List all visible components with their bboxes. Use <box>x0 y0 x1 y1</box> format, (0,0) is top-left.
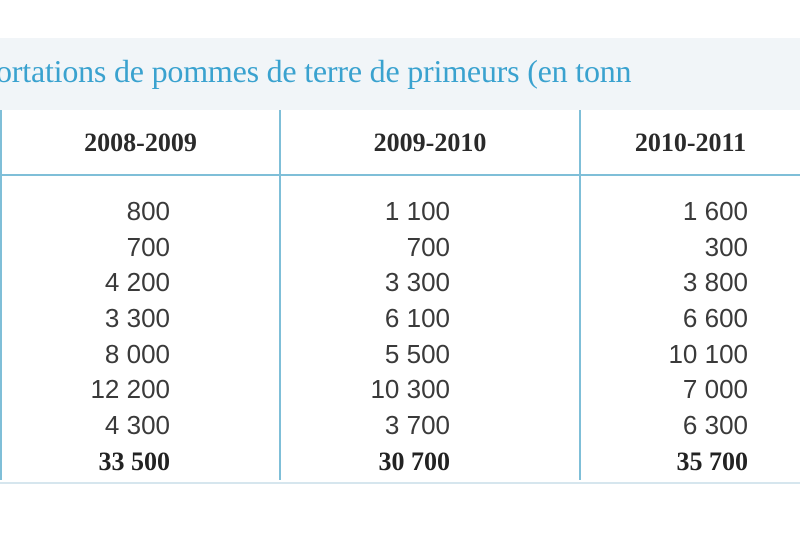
data-table: 2008-2009 2009-2010 2010-2011 800 700 4 … <box>0 110 800 480</box>
total-cell: 33 500 <box>98 446 171 476</box>
table-cell: 7 000 <box>682 374 748 405</box>
column-header-2009-2010: 2009-2010 <box>373 128 487 157</box>
column-divider <box>0 110 2 480</box>
column-values-2009-2010: 1 100 700 3 300 6 100 5 500 10 300 3 700… <box>320 194 450 480</box>
table-cell: 5 500 <box>384 338 450 369</box>
column-values-2010-2011: 1 600 300 3 800 6 600 10 100 7 000 6 300… <box>620 194 748 480</box>
table-cell: 6 300 <box>682 410 748 441</box>
table-cell: 8 000 <box>104 338 170 369</box>
table-cell: 6 600 <box>682 303 748 334</box>
table-cell: 6 100 <box>384 303 450 334</box>
total-cell: 30 700 <box>378 446 451 476</box>
title-band <box>0 38 800 110</box>
table-cell: 3 300 <box>104 303 170 334</box>
table-cell: 3 700 <box>384 410 450 441</box>
column-header-2010-2011: 2010-2011 <box>634 128 747 157</box>
column-values-2008-2009: 800 700 4 200 3 300 8 000 12 200 4 300 3… <box>40 194 170 480</box>
table-cell: 1 100 <box>384 196 450 226</box>
column-divider <box>279 110 281 480</box>
table-cell: 700 <box>126 231 170 262</box>
header-divider <box>0 174 800 176</box>
total-cell: 35 700 <box>676 446 749 476</box>
table-cell: 3 300 <box>384 267 450 298</box>
table-cell: 12 200 <box>90 374 170 405</box>
table-cell: 10 300 <box>370 374 450 405</box>
table-cell: 800 <box>126 196 170 226</box>
table-cell: 300 <box>704 231 748 262</box>
table-cell: 10 100 <box>668 338 748 369</box>
table-cell: 3 800 <box>682 267 748 298</box>
table-cell: 700 <box>406 231 450 262</box>
table-cell: 1 600 <box>682 196 748 226</box>
table-cell: 4 300 <box>104 410 170 441</box>
column-header-2008-2009: 2008-2009 <box>84 128 197 157</box>
column-divider <box>579 110 581 480</box>
bottom-divider <box>0 482 800 484</box>
table-cell: 4 200 <box>104 267 170 298</box>
table-title: ortations de pommes de terre de primeurs… <box>0 53 632 89</box>
